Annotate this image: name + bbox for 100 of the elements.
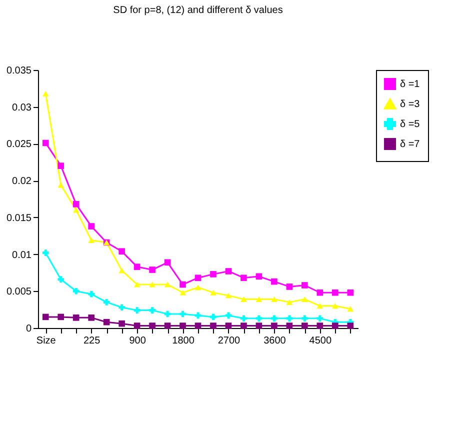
point <box>225 292 232 298</box>
point <box>302 315 308 322</box>
y-tick-label: 0.025 <box>6 139 32 150</box>
x-tick-label: 3600 <box>264 336 286 346</box>
y-tick-label: 0 <box>26 324 32 334</box>
point <box>88 314 94 321</box>
y-tick-label: 0.02 <box>12 176 32 188</box>
legend-label: δ =5 <box>400 119 420 130</box>
point <box>164 310 171 318</box>
point <box>134 307 140 314</box>
point <box>58 162 64 169</box>
point <box>271 322 278 329</box>
point <box>149 282 156 288</box>
point <box>88 223 94 230</box>
point <box>210 322 216 329</box>
point <box>332 289 338 296</box>
point <box>42 314 49 320</box>
point <box>180 310 186 318</box>
point <box>118 320 125 327</box>
x-tick-label: 225 <box>83 336 101 346</box>
point <box>42 250 49 256</box>
y-tick-label: 0.005 <box>6 286 32 298</box>
x-tick-label: 900 <box>129 336 146 346</box>
point <box>286 284 293 290</box>
point <box>134 322 140 329</box>
point <box>347 322 354 329</box>
point <box>316 289 324 296</box>
x-tick-label: 1800 <box>172 336 195 346</box>
point <box>316 322 324 329</box>
point <box>302 296 308 302</box>
point <box>286 322 293 329</box>
point <box>210 271 216 278</box>
point <box>256 296 262 302</box>
legend-label: δ =1 <box>400 79 420 90</box>
point <box>118 248 125 254</box>
point <box>256 273 262 280</box>
point <box>164 259 171 266</box>
point <box>271 278 278 285</box>
point <box>240 296 247 302</box>
point <box>316 315 324 322</box>
point <box>103 318 110 326</box>
point <box>240 322 247 329</box>
legend-label: δ =7 <box>400 139 420 150</box>
point <box>286 299 293 305</box>
point <box>302 322 308 329</box>
point <box>286 315 293 322</box>
point <box>72 288 80 294</box>
point <box>194 284 202 290</box>
point <box>118 304 125 311</box>
point <box>347 289 354 296</box>
x-tick-label: 4500 <box>309 336 332 346</box>
point <box>164 322 171 329</box>
point <box>256 315 262 322</box>
point <box>302 282 308 288</box>
point <box>42 140 49 146</box>
y-tick-label: 0.035 <box>6 66 32 76</box>
point <box>103 299 110 306</box>
point <box>164 282 171 288</box>
point <box>332 303 338 309</box>
point <box>271 315 278 322</box>
point <box>194 312 202 319</box>
y-tick-label: 0.015 <box>6 212 32 224</box>
point <box>210 290 216 296</box>
point <box>58 276 64 283</box>
point <box>149 266 156 273</box>
point <box>149 322 156 329</box>
point <box>88 290 94 298</box>
point <box>210 314 216 320</box>
point <box>134 264 140 270</box>
x-tick-label: 2700 <box>218 336 241 346</box>
x-tick-label: Size <box>36 336 56 346</box>
point <box>72 207 80 213</box>
point <box>347 306 354 312</box>
legend-label: δ =3 <box>400 99 420 110</box>
point <box>72 314 80 321</box>
point <box>118 268 125 274</box>
point <box>240 315 247 322</box>
point <box>88 238 94 244</box>
point <box>58 314 64 320</box>
point <box>316 303 324 309</box>
point <box>271 296 278 302</box>
point <box>42 90 49 96</box>
point <box>240 274 247 282</box>
point <box>134 282 140 288</box>
point <box>225 312 232 319</box>
point <box>72 201 80 208</box>
point <box>256 322 262 329</box>
point <box>194 322 202 329</box>
y-tick-label: 0.01 <box>12 250 32 261</box>
point <box>225 268 232 274</box>
point <box>194 274 202 282</box>
point <box>180 290 186 296</box>
point <box>180 322 186 329</box>
point <box>180 281 186 288</box>
y-tick-label: 0.03 <box>12 102 32 114</box>
point <box>225 322 232 329</box>
point <box>149 307 156 314</box>
chart-title: SD for p=8, (12) and different δ values <box>113 5 283 16</box>
point <box>58 182 64 188</box>
point <box>332 322 338 329</box>
